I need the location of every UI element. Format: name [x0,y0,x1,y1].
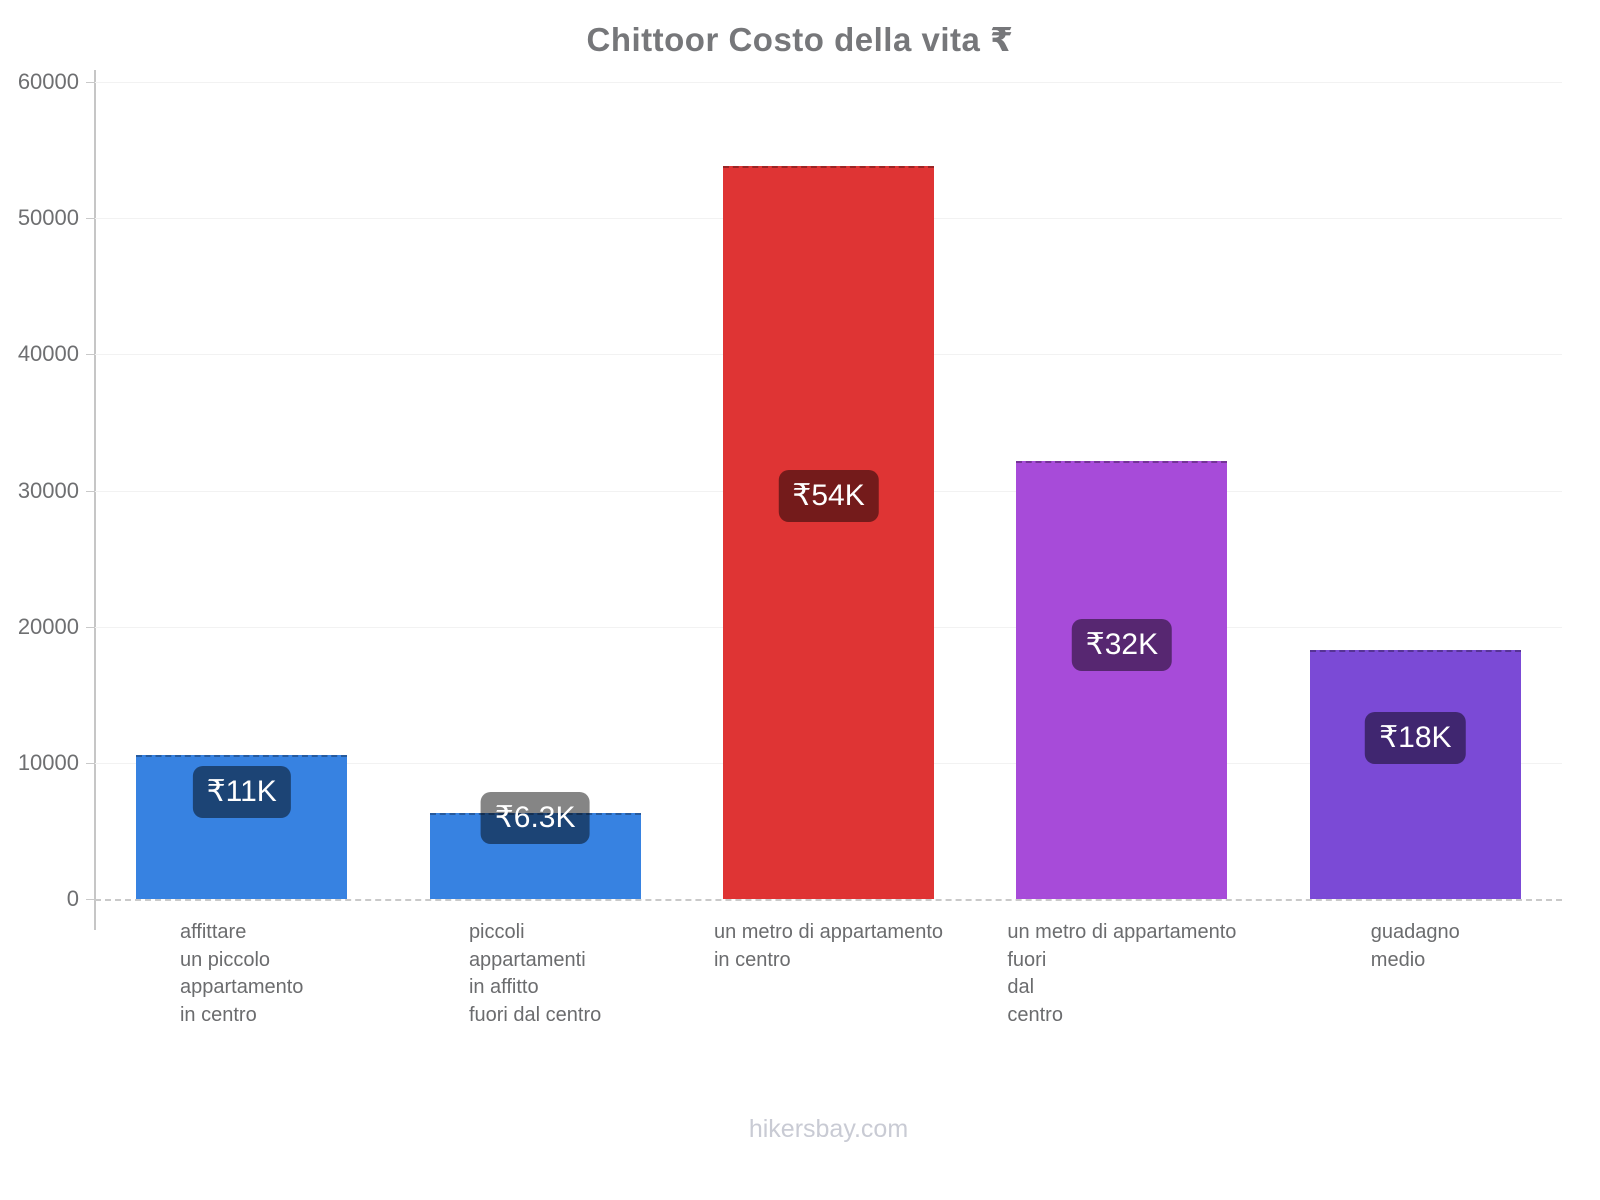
y-tick-label: 10000 [17,749,79,775]
y-tick-mark [86,490,95,492]
plot-area: 0 10000 20000 30000 40000 50000 60000 ₹11K ₹6.3… [18,70,1562,1026]
y-tick-label: 50000 [17,205,79,231]
chart-title: Chittoor Costo della vita ₹ [586,21,1014,58]
x-label-slot-1: affittare un piccolo appartamento in cen… [95,919,388,1029]
x-tick-label: un metro di appartamento fuori dal centr… [1007,921,1237,1026]
footer-watermark: hikersbay.com [748,1115,909,1143]
y-tick-label: 30000 [17,477,79,503]
value-label-5: ₹18K [1365,712,1466,765]
y-tick-mark [86,218,95,220]
x-label-slot-4: un metro di appartamento fuori dal centr… [975,919,1268,1029]
y-tick-label: 20000 [17,613,79,639]
bar-1[interactable] [136,754,348,899]
x-tick-label: guadagno medio [1370,921,1460,971]
y-tick-label: 0 [66,886,79,911]
y-axis-line [94,70,96,930]
y-tick-mark [86,354,95,356]
y-tick-label: 60000 [17,69,79,94]
x-axis-zero-line [95,899,1562,901]
x-label-slot-3: un metro di appartamento in centro [682,919,975,974]
value-label-3: ₹54K [778,470,879,523]
y-tick-label: 40000 [17,341,79,367]
bar-3[interactable] [723,166,934,899]
x-tick-label: affittare un piccolo appartamento in cen… [179,921,304,1026]
x-label-slot-2: piccoli appartamenti in affitto fuori da… [388,919,681,1029]
x-tick-label: un metro di appartamento in centro [713,921,943,971]
value-label-1: ₹11K [192,766,291,819]
bar-5[interactable] [1309,649,1521,899]
y-tick-mark [86,762,95,764]
bar-2[interactable] [429,813,641,899]
y-tick-mark [86,82,95,83]
y-tick-mark [86,626,95,628]
x-tick-label: piccoli appartamenti in affitto fuori da… [468,921,602,1026]
x-axis-labels: affittare un piccolo appartamento in cen… [95,919,1562,1049]
value-label-2: ₹6.3K [480,791,590,844]
value-label-4: ₹32K [1071,618,1173,671]
gridline [95,82,1562,83]
x-label-slot-5: guadagno medio [1269,919,1562,974]
y-tick-mark [86,899,95,900]
bar-4[interactable] [1016,460,1228,899]
